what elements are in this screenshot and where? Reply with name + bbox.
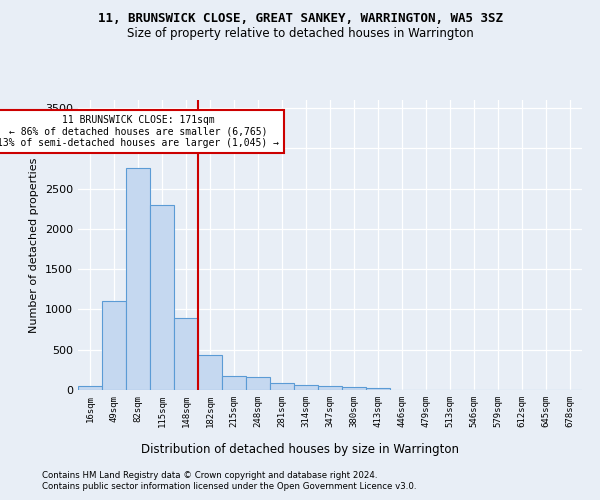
Bar xyxy=(174,318,198,390)
Text: 11 BRUNSWICK CLOSE: 171sqm
← 86% of detached houses are smaller (6,765)
13% of s: 11 BRUNSWICK CLOSE: 171sqm ← 86% of deta… xyxy=(0,114,279,148)
Bar xyxy=(270,383,294,390)
Text: Distribution of detached houses by size in Warrington: Distribution of detached houses by size … xyxy=(141,442,459,456)
Y-axis label: Number of detached properties: Number of detached properties xyxy=(29,158,40,332)
Text: Contains public sector information licensed under the Open Government Licence v3: Contains public sector information licen… xyxy=(42,482,416,491)
Bar xyxy=(126,168,150,390)
Text: 11, BRUNSWICK CLOSE, GREAT SANKEY, WARRINGTON, WA5 3SZ: 11, BRUNSWICK CLOSE, GREAT SANKEY, WARRI… xyxy=(97,12,503,26)
Bar xyxy=(198,356,222,390)
Bar xyxy=(150,204,174,390)
Text: Size of property relative to detached houses in Warrington: Size of property relative to detached ho… xyxy=(127,28,473,40)
Bar xyxy=(318,386,342,390)
Bar xyxy=(342,387,366,390)
Bar xyxy=(78,386,102,390)
Bar xyxy=(222,376,246,390)
Text: Contains HM Land Registry data © Crown copyright and database right 2024.: Contains HM Land Registry data © Crown c… xyxy=(42,471,377,480)
Bar xyxy=(366,388,390,390)
Bar xyxy=(102,302,126,390)
Bar xyxy=(246,376,270,390)
Bar xyxy=(294,385,318,390)
